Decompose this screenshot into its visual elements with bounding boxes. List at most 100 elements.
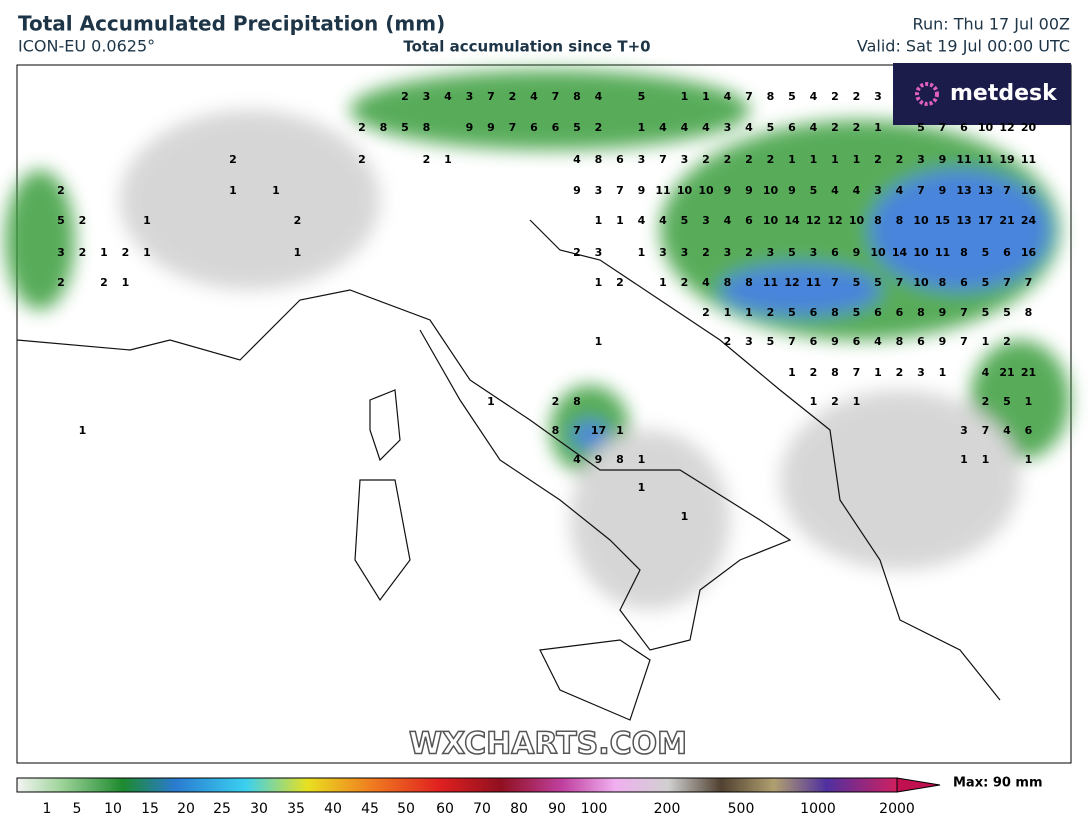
map-value: 5 bbox=[401, 121, 409, 134]
map-value: 9 bbox=[595, 453, 603, 466]
map-value: 3 bbox=[874, 90, 882, 103]
map-value: 8 bbox=[380, 121, 388, 134]
map-value: 1 bbox=[595, 276, 603, 289]
map-value: 16 bbox=[1021, 246, 1037, 259]
map-value: 3 bbox=[874, 184, 882, 197]
map-value: 1 bbox=[788, 153, 796, 166]
map-value: 17 bbox=[591, 424, 606, 437]
map-value: 8 bbox=[1025, 306, 1033, 319]
map-value: 15 bbox=[935, 214, 950, 227]
map-value: 13 bbox=[956, 184, 971, 197]
legend-label: 500 bbox=[728, 801, 755, 817]
map-value: 3 bbox=[917, 153, 925, 166]
map-value: 10 bbox=[763, 214, 779, 227]
map-value: 6 bbox=[917, 335, 925, 348]
map-value: 10 bbox=[913, 246, 929, 259]
map-value: 3 bbox=[702, 214, 710, 227]
map-value: 4 bbox=[595, 90, 603, 103]
map-value: 10 bbox=[913, 276, 929, 289]
map-value: 7 bbox=[788, 335, 796, 348]
legend-label: 20 bbox=[177, 801, 195, 817]
map-value: 1 bbox=[100, 246, 108, 259]
map-value: 7 bbox=[659, 153, 667, 166]
map-value: 7 bbox=[509, 121, 517, 134]
map-value: 2 bbox=[57, 184, 65, 197]
map-value: 5 bbox=[57, 214, 65, 227]
map-value: 13 bbox=[956, 214, 971, 227]
map-value: 6 bbox=[552, 121, 560, 134]
map-value: 1 bbox=[638, 453, 646, 466]
map-value: 7 bbox=[745, 90, 753, 103]
map-value: 11 bbox=[1021, 153, 1036, 166]
map-value: 9 bbox=[466, 121, 474, 134]
map-value: 1 bbox=[982, 453, 990, 466]
map-value: 8 bbox=[896, 335, 904, 348]
map-value: 9 bbox=[939, 335, 947, 348]
map-value: 8 bbox=[831, 366, 839, 379]
map-value: 1 bbox=[853, 395, 861, 408]
map-value: 2 bbox=[853, 90, 861, 103]
map-value: 1 bbox=[681, 510, 689, 523]
map-value: 4 bbox=[724, 214, 732, 227]
map-value: 8 bbox=[874, 214, 882, 227]
map-value: 6 bbox=[810, 335, 818, 348]
legend-label: 80 bbox=[510, 801, 528, 817]
map-value: 6 bbox=[960, 121, 968, 134]
legend-label: 1 bbox=[43, 801, 52, 817]
map-value: 2 bbox=[982, 395, 990, 408]
map-value: 2 bbox=[294, 214, 302, 227]
map-value: 2 bbox=[702, 246, 710, 259]
map-value: 5 bbox=[638, 90, 646, 103]
legend-label: 40 bbox=[324, 801, 342, 817]
map-value: 3 bbox=[595, 246, 603, 259]
subtitle: Total accumulation since T+0 bbox=[403, 38, 650, 56]
logo-box bbox=[893, 63, 1071, 125]
map-value: 7 bbox=[487, 90, 495, 103]
map-value: 11 bbox=[806, 276, 821, 289]
map-value: 2 bbox=[853, 121, 861, 134]
map-value: 2 bbox=[616, 276, 624, 289]
map-value: 4 bbox=[810, 121, 818, 134]
map-value: 6 bbox=[831, 246, 839, 259]
map-value: 8 bbox=[595, 153, 603, 166]
map-value: 1 bbox=[853, 153, 861, 166]
map-value: 8 bbox=[552, 424, 560, 437]
map-value: 2 bbox=[595, 121, 603, 134]
map-value: 8 bbox=[573, 395, 581, 408]
map-value: 2 bbox=[552, 395, 560, 408]
map-value: 7 bbox=[552, 90, 560, 103]
run: Run: Thu 17 Jul 00Z bbox=[913, 15, 1070, 34]
title: Total Accumulated Precipitation (mm) bbox=[18, 12, 445, 36]
map-value: 2 bbox=[79, 214, 87, 227]
map-value: 14 bbox=[892, 246, 908, 259]
map-value: 4 bbox=[810, 90, 818, 103]
map-value: 2 bbox=[810, 366, 818, 379]
map-value: 3 bbox=[659, 246, 667, 259]
map-value: 5 bbox=[982, 306, 990, 319]
map-value: 9 bbox=[853, 246, 861, 259]
map-value: 9 bbox=[939, 184, 947, 197]
map-value: 11 bbox=[935, 246, 950, 259]
logo: metdesk bbox=[950, 81, 1058, 106]
map-value: 5 bbox=[573, 121, 581, 134]
map-value: 2 bbox=[358, 153, 366, 166]
map-value: 2 bbox=[896, 366, 904, 379]
map-value: 2 bbox=[358, 121, 366, 134]
map-value: 1 bbox=[982, 335, 990, 348]
map-value: 2 bbox=[896, 153, 904, 166]
map-value: 17 bbox=[978, 214, 993, 227]
map-value: 1 bbox=[143, 214, 151, 227]
map-value: 2 bbox=[573, 246, 581, 259]
map-value: 2 bbox=[702, 306, 710, 319]
map-value: 1 bbox=[638, 246, 646, 259]
model: ICON-EU 0.0625° bbox=[18, 37, 155, 56]
map-value: 6 bbox=[1003, 246, 1011, 259]
legend-label: 35 bbox=[287, 801, 305, 817]
map-value: 2 bbox=[874, 153, 882, 166]
map-value: 1 bbox=[874, 121, 882, 134]
map-value: 8 bbox=[745, 276, 753, 289]
map-value: 9 bbox=[487, 121, 495, 134]
legend-label: 5 bbox=[73, 801, 82, 817]
map-value: 6 bbox=[745, 214, 753, 227]
map-value: 21 bbox=[1021, 366, 1036, 379]
